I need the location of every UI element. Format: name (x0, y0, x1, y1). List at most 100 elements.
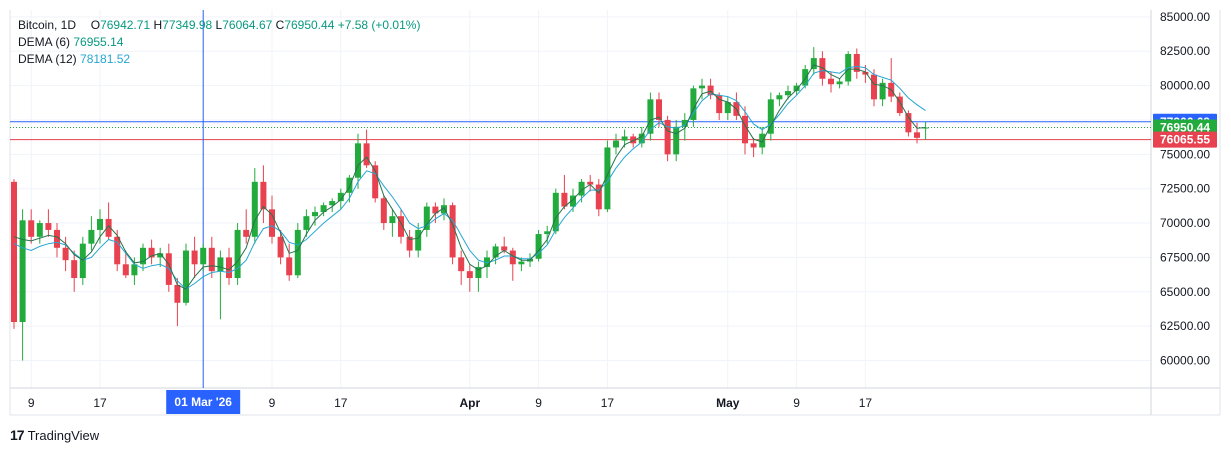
candle-body (312, 212, 318, 217)
x-tick-label: 17 (93, 396, 107, 410)
candle-body (269, 209, 275, 237)
candle (905, 110, 912, 137)
candle-body (217, 257, 224, 272)
candle (922, 122, 929, 140)
candle-body (750, 143, 757, 148)
candle (54, 223, 60, 258)
candle-body (423, 206, 430, 230)
candle (191, 236, 198, 279)
y-tick-label: 72500.00 (1160, 182, 1210, 196)
candle-body (329, 201, 336, 206)
candle (466, 264, 473, 292)
candle (561, 174, 568, 210)
candle (776, 92, 783, 107)
price-label: 76950.44 (1153, 119, 1217, 136)
candle-body (122, 264, 129, 276)
change-value: +7.58 (+0.01%) (337, 18, 421, 32)
price-label: 76065.55 (1153, 131, 1217, 148)
candle-body (613, 140, 619, 148)
candle-body (647, 99, 654, 134)
candle-body (776, 95, 783, 100)
candle (234, 223, 241, 285)
candle-body (11, 181, 17, 323)
candle-body (441, 205, 447, 214)
candle-body (346, 177, 353, 193)
candle (647, 92, 654, 141)
y-tick-label: 60000.00 (1160, 354, 1210, 368)
candle-body (871, 74, 877, 100)
candle-body (862, 71, 869, 75)
candle-body (767, 99, 774, 134)
candle-body (716, 95, 723, 114)
candle (819, 51, 826, 86)
candle (226, 247, 232, 285)
candle-body (157, 253, 164, 258)
candle-body (578, 181, 585, 196)
candle (372, 161, 379, 203)
dema6-legend-row: DEMA (6) 76955.14 (18, 34, 420, 51)
candle-body (681, 119, 688, 127)
candle (716, 92, 723, 120)
candle (638, 126, 645, 148)
candle (62, 236, 69, 272)
tradingview-brand[interactable]: 17 TradingView (10, 427, 99, 443)
candle-body (638, 133, 645, 144)
candle-body (260, 181, 267, 210)
y-tick-label: 80000.00 (1160, 79, 1210, 93)
candle (251, 168, 258, 244)
candle (148, 239, 155, 265)
candle (836, 78, 843, 89)
candle-body (191, 250, 198, 265)
x-tick-label: 9 (28, 396, 35, 410)
dema12-legend-row: DEMA (12) 78181.52 (18, 51, 420, 68)
candle (329, 198, 336, 213)
candle-body (673, 126, 680, 155)
candle (174, 278, 181, 327)
candle-body (131, 264, 138, 276)
candle (699, 78, 705, 100)
candle (853, 48, 860, 79)
candle (303, 209, 310, 237)
x-tick-label: 17 (334, 396, 348, 410)
candle-body (810, 58, 817, 70)
candle-body (914, 132, 920, 138)
price-label-box (1153, 131, 1217, 148)
x-tick-label: 9 (793, 396, 800, 410)
candle (552, 188, 559, 235)
candle-body (406, 236, 413, 251)
candle-body (793, 85, 800, 92)
price-label-text: 76065.55 (1160, 133, 1210, 147)
candle (105, 202, 112, 240)
candle-body (363, 143, 370, 166)
candle-body (518, 261, 525, 265)
candle (896, 92, 903, 116)
candle (492, 243, 499, 265)
candle (122, 250, 129, 279)
candle-body (243, 229, 250, 237)
tradingview-name: TradingView (27, 427, 100, 443)
close-label: C (275, 18, 285, 32)
candle (28, 209, 35, 244)
candle-body (828, 78, 834, 85)
candle-body (492, 246, 499, 258)
x-tick-label: 9 (269, 396, 276, 410)
candle (19, 209, 26, 361)
candle-body (286, 257, 293, 276)
y-tick-label: 62500.00 (1160, 319, 1210, 333)
candle-body (905, 113, 912, 133)
tradingview-logo-icon: 17 (10, 427, 25, 443)
candle-body (621, 136, 628, 141)
candle-body (140, 247, 146, 265)
candle (681, 113, 688, 141)
candle (320, 202, 327, 217)
candle-body (595, 184, 602, 210)
candle-body (174, 284, 181, 303)
candle (759, 126, 766, 155)
candle-body (759, 133, 766, 148)
x-tick-label: 17 (859, 396, 873, 410)
candle-body (544, 231, 551, 235)
candle (45, 209, 52, 237)
candle (140, 243, 146, 272)
close-value: 76950.44 (284, 18, 335, 32)
